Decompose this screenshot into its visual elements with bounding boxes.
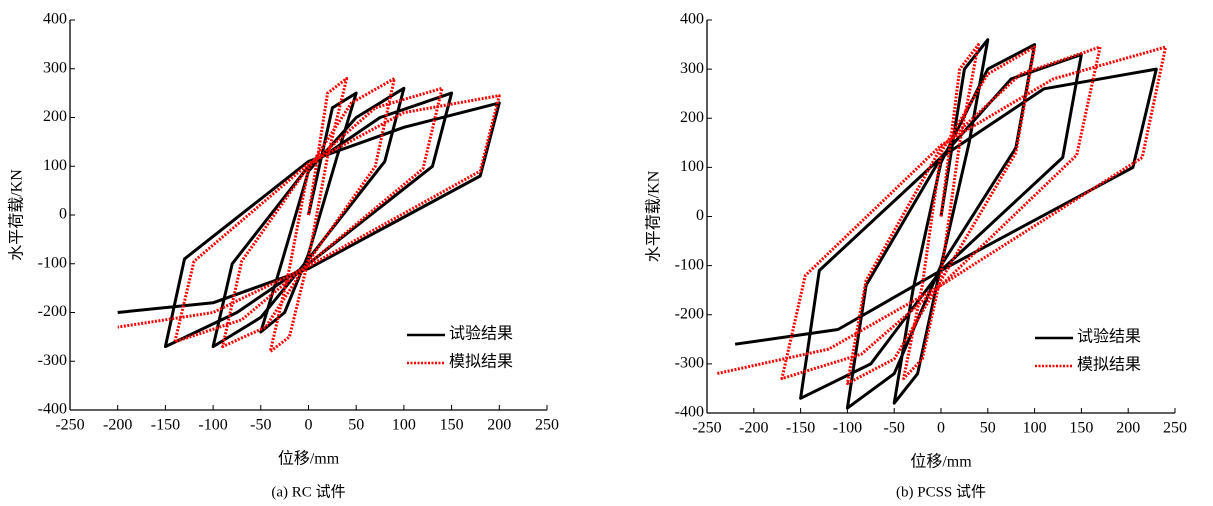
x-tick-label: -50 [884, 420, 905, 437]
y-tick-label: 300 [43, 59, 67, 76]
y-tick-label: -100 [675, 256, 704, 273]
y-tick-label: 400 [43, 11, 67, 28]
x-tick-label: 100 [392, 417, 416, 434]
x-tick-label: 250 [1163, 420, 1187, 437]
y-tick-label: -200 [675, 305, 704, 322]
y-tick-label: -300 [675, 355, 704, 372]
y-tick-label: 200 [680, 109, 704, 126]
x-tick-label: -200 [739, 420, 768, 437]
y-tick-label: 100 [43, 157, 67, 174]
chart-title: (a) RC 试件 [271, 483, 345, 500]
y-tick-label: 0 [696, 207, 704, 224]
x-tick-label: 50 [980, 420, 996, 437]
legend-label: 试验结果 [449, 325, 513, 343]
x-tick-label: 0 [937, 420, 945, 437]
chart-title: (b) PCSS 试件 [896, 483, 986, 500]
x-tick-label: -50 [250, 417, 271, 434]
x-tick-label: 100 [1023, 420, 1047, 437]
x-tick-label: 150 [1069, 420, 1093, 437]
x-tick-label: 250 [535, 417, 559, 434]
y-tick-label: -400 [38, 401, 67, 418]
x-tick-label: 0 [305, 417, 313, 434]
x-tick-label: -150 [151, 417, 180, 434]
legend-label: 模拟结果 [449, 353, 513, 371]
legend-label: 试验结果 [1077, 328, 1141, 346]
x-axis-label: 位移/mm [910, 453, 972, 471]
x-tick-label: 150 [440, 417, 464, 434]
x-tick-label: -200 [103, 417, 132, 434]
y-tick-label: 100 [680, 158, 704, 175]
series-line [117, 77, 501, 353]
y-tick-label: 400 [680, 11, 704, 28]
y-tick-label: -300 [38, 352, 67, 369]
y-axis-label: 水平荷载/KN [645, 170, 663, 262]
x-axis-label: 位移/mm [278, 450, 340, 468]
y-tick-label: 0 [59, 206, 67, 223]
y-tick-label: 300 [680, 60, 704, 77]
x-tick-label: -100 [198, 417, 227, 434]
x-tick-label: -250 [692, 420, 721, 437]
x-tick-label: 200 [1116, 420, 1140, 437]
series-line [716, 43, 1168, 385]
y-tick-label: 200 [43, 108, 67, 125]
x-tick-label: 50 [348, 417, 364, 434]
y-axis-label: 水平荷载/KN [8, 169, 26, 261]
y-tick-label: -200 [38, 303, 67, 320]
x-tick-label: -150 [786, 420, 815, 437]
y-tick-label: -100 [38, 254, 67, 271]
x-tick-label: -250 [55, 417, 84, 434]
x-tick-label: 200 [487, 417, 511, 434]
legend-label: 模拟结果 [1077, 356, 1141, 374]
x-tick-label: -100 [833, 420, 862, 437]
y-tick-label: -400 [675, 404, 704, 421]
series-line [117, 86, 501, 349]
series-line [734, 38, 1158, 410]
